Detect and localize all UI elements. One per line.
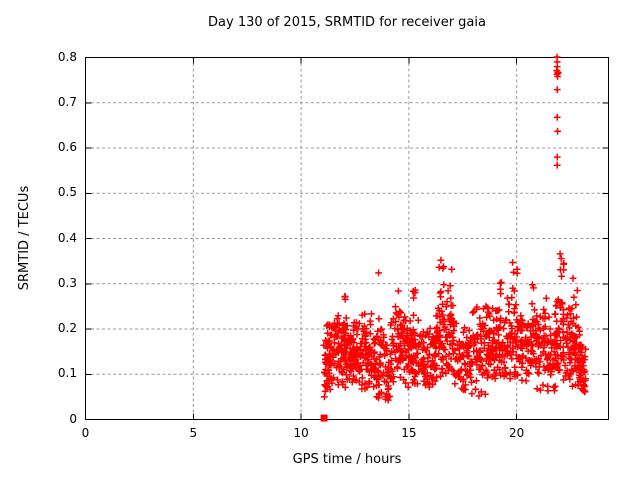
x-tick-label: 15 bbox=[401, 426, 417, 440]
x-tick-label: 20 bbox=[509, 426, 525, 440]
y-tick-label: 0.8 bbox=[57, 49, 77, 64]
y-tick-label: 0.4 bbox=[57, 230, 77, 245]
scatter-points bbox=[320, 250, 589, 404]
y-tick-label: 0.5 bbox=[57, 185, 77, 200]
y-tick-label: 0.1 bbox=[57, 366, 77, 381]
outlier-points bbox=[553, 53, 562, 169]
x-axis-title: GPS time / hours bbox=[292, 452, 402, 467]
y-tick-label: 0 bbox=[69, 411, 77, 426]
axis-tick-marks bbox=[85, 57, 609, 420]
x-tick-label: 10 bbox=[293, 426, 309, 440]
x-tick-label: 0 bbox=[81, 426, 90, 440]
y-tick-label: 0.2 bbox=[57, 321, 77, 335]
chart-title: Day 130 of 2015, SRMTID for receiver gai… bbox=[208, 15, 486, 30]
y-tick-label: 0.3 bbox=[57, 275, 77, 290]
zero-point-marker bbox=[320, 414, 328, 422]
x-tick-label: 5 bbox=[189, 426, 198, 440]
y-tick-label: 0.6 bbox=[57, 140, 77, 154]
y-tick-label: 0.7 bbox=[57, 94, 77, 109]
